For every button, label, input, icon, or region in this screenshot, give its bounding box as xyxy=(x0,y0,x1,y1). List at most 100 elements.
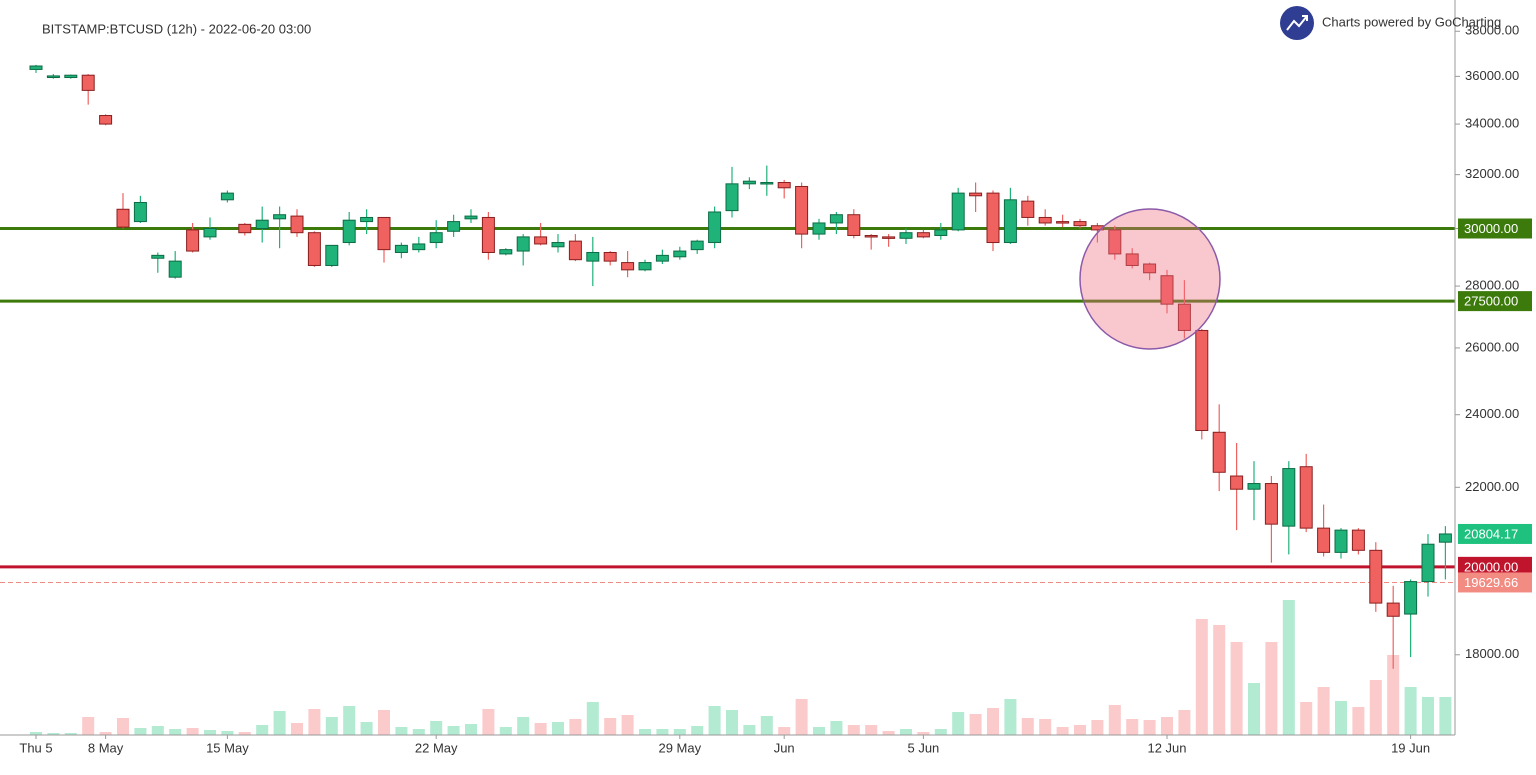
volume-bar xyxy=(1161,717,1173,735)
level-label: 27500.00 xyxy=(1464,294,1518,309)
volume-bar xyxy=(64,733,77,735)
volume-bar xyxy=(343,706,356,735)
volume-bar xyxy=(1265,642,1278,735)
candle-body xyxy=(969,192,983,197)
volume-bar xyxy=(169,729,182,735)
candle-body xyxy=(795,185,809,235)
candle-body xyxy=(81,74,95,91)
candle-body xyxy=(568,240,582,261)
candle-body xyxy=(1212,431,1226,473)
volume-bar xyxy=(830,721,843,735)
volume-bar xyxy=(221,731,234,735)
candle-body xyxy=(847,214,861,236)
candle-body xyxy=(99,115,113,125)
watermark: Charts powered by GoCharting xyxy=(1322,14,1501,29)
candle-body xyxy=(777,182,791,189)
volume-bar xyxy=(1091,720,1104,735)
volume-bar xyxy=(517,717,530,735)
candle-body xyxy=(133,201,147,223)
candle-body xyxy=(255,219,269,230)
volume-bar xyxy=(621,715,634,735)
candle-body xyxy=(394,244,408,253)
candle-body xyxy=(412,243,426,251)
volume-bar xyxy=(430,721,443,735)
candle-body xyxy=(1125,253,1139,266)
volume-bar xyxy=(778,727,791,735)
volume-bar xyxy=(656,729,669,735)
level-label: 30000.00 xyxy=(1464,221,1518,236)
axis-band xyxy=(1460,0,1536,735)
volume-bar xyxy=(1213,625,1226,735)
volume-bar xyxy=(691,726,704,735)
candle-body xyxy=(1177,303,1191,331)
volume-bar xyxy=(1004,699,1017,735)
volume-bar xyxy=(1317,687,1330,735)
candle-body xyxy=(1195,329,1209,432)
volume-bar xyxy=(499,727,512,735)
highlight-circle xyxy=(1079,208,1221,350)
y-tick-label: 22000.00 xyxy=(1465,479,1519,494)
candle-body xyxy=(151,254,165,259)
x-tick-label: 29 May xyxy=(658,740,701,755)
volume-bar xyxy=(1439,697,1452,735)
candle-body xyxy=(638,262,652,271)
volume-bar xyxy=(865,725,878,735)
candle-body xyxy=(481,216,495,253)
level-box xyxy=(1458,556,1532,577)
candle-body xyxy=(760,182,774,185)
volume-bar xyxy=(378,710,390,735)
candle-body xyxy=(46,75,60,79)
volume-bar xyxy=(482,709,495,735)
volume-bar xyxy=(1369,680,1382,735)
x-tick-label: 12 Jun xyxy=(1147,740,1186,755)
volume-bar xyxy=(969,714,982,735)
candle-body xyxy=(1351,529,1365,551)
level-box xyxy=(1458,218,1532,239)
candle-body xyxy=(186,229,200,252)
volume-bar xyxy=(726,710,738,735)
candle-body xyxy=(377,216,391,251)
candle-body xyxy=(1264,483,1278,525)
candle-body xyxy=(829,214,843,224)
last-price-box xyxy=(1458,523,1532,544)
volume-bar xyxy=(291,723,303,735)
last-price-label: 20804.17 xyxy=(1464,526,1518,541)
candle-body xyxy=(220,192,234,201)
volume-bar xyxy=(952,712,965,735)
volume-bar xyxy=(708,706,721,735)
volume-bar xyxy=(1352,707,1365,735)
volume-bar xyxy=(1282,600,1295,735)
volume-bar xyxy=(412,729,425,735)
candle-body xyxy=(325,244,339,266)
candle-body xyxy=(1369,549,1383,604)
candle-body xyxy=(742,180,756,185)
volume-bar xyxy=(1126,719,1139,735)
candle-body xyxy=(1143,263,1157,274)
volume-bar xyxy=(1248,683,1260,735)
candle-body xyxy=(603,251,617,262)
x-tick-label: Thu 5 xyxy=(19,740,52,755)
volume-bar xyxy=(760,716,773,735)
candle-body xyxy=(1073,221,1087,227)
plot-area xyxy=(0,64,1455,735)
volume-bar xyxy=(204,730,216,735)
candle-body xyxy=(534,236,548,245)
volume-bar xyxy=(186,728,199,735)
candle-body xyxy=(586,251,600,262)
candle-body xyxy=(812,222,826,235)
volume-bar xyxy=(308,709,321,735)
volume-bar xyxy=(134,728,147,735)
volume-bar xyxy=(569,719,582,735)
candle-body xyxy=(621,262,635,271)
candle-body xyxy=(1282,468,1296,527)
candle-body xyxy=(290,215,304,234)
candle-body xyxy=(116,208,130,228)
volume-bar xyxy=(1108,705,1121,735)
level-label: 20000.00 xyxy=(1464,559,1518,574)
candle-body xyxy=(934,229,948,236)
candle-body xyxy=(342,219,356,244)
candle-body xyxy=(708,211,722,244)
candle-body xyxy=(690,240,704,251)
